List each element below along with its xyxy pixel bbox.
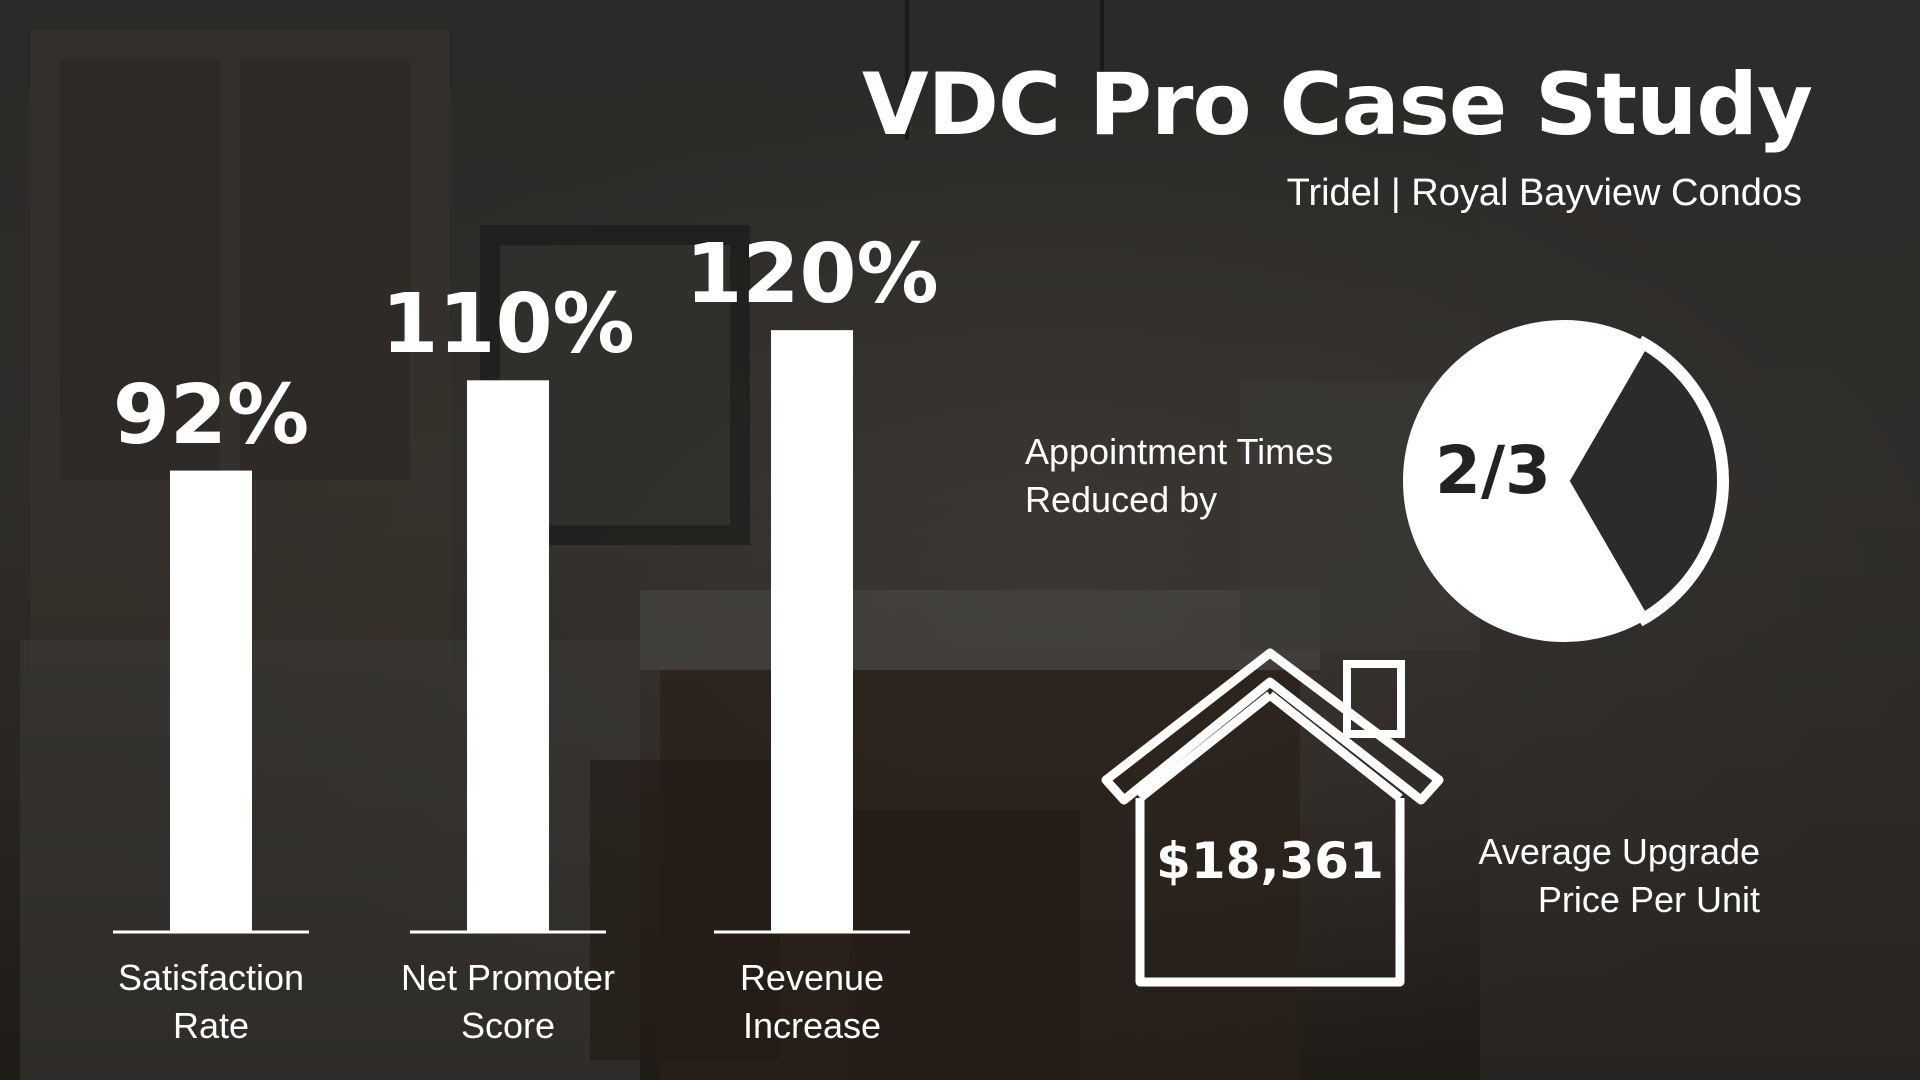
bar-value-label: 120% — [685, 227, 939, 323]
pie-value-label: 2/3 — [1435, 432, 1551, 509]
bar-category-label: Satisfaction Rate — [81, 954, 341, 1050]
bar-value-label: 110% — [381, 277, 635, 373]
caption-line: Appointment Times — [1025, 431, 1334, 472]
bar — [467, 380, 549, 932]
pie-chart — [1403, 320, 1729, 642]
category-line: Increase — [742, 1005, 882, 1046]
category-line: Net Promoter — [400, 957, 616, 998]
bar-value-label: 92% — [112, 367, 310, 463]
caption-line: Price Per Unit — [1537, 879, 1760, 920]
page-subtitle: Tridel | Royal Bayview Condos — [1286, 172, 1802, 214]
category-line: Revenue — [739, 957, 885, 998]
caption-line: Average Upgrade — [1478, 831, 1760, 872]
caption-line: Reduced by — [1025, 479, 1218, 520]
category-line: Score — [460, 1005, 556, 1046]
house-wall-link — [1267, 691, 1403, 802]
house-walls — [1135, 798, 1405, 987]
pie-outline — [1403, 320, 1725, 642]
house-chimney — [1343, 660, 1405, 738]
page-title: VDC Pro Case Study — [862, 55, 1813, 155]
bar-category-label: Revenue Increase — [682, 954, 942, 1050]
bar-category-label: Net Promoter Score — [378, 954, 638, 1050]
upgrade-caption: Average Upgrade Price Per Unit — [1400, 828, 1760, 924]
bar — [771, 330, 853, 933]
house-roof — [1101, 648, 1444, 805]
category-line: Rate — [172, 1005, 250, 1046]
house-icon — [1101, 648, 1444, 987]
house-wall-link — [1137, 691, 1273, 802]
upgrade-price-value: $18,361 — [1156, 832, 1384, 890]
category-line: Satisfaction — [117, 957, 305, 998]
appointment-caption: Appointment Times Reduced by — [1025, 428, 1385, 524]
bar — [170, 470, 252, 932]
